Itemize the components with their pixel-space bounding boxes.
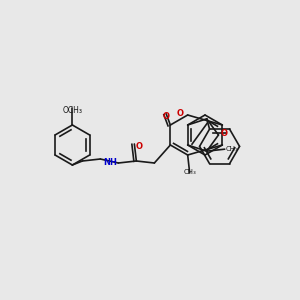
Text: O: O <box>220 130 227 139</box>
Text: O: O <box>163 112 170 121</box>
Text: NH: NH <box>103 158 117 167</box>
Text: O: O <box>135 142 142 151</box>
Text: CH₃: CH₃ <box>226 146 238 152</box>
Text: OCH₃: OCH₃ <box>62 106 82 115</box>
Text: O: O <box>177 109 184 118</box>
Text: CH₃: CH₃ <box>183 169 196 175</box>
